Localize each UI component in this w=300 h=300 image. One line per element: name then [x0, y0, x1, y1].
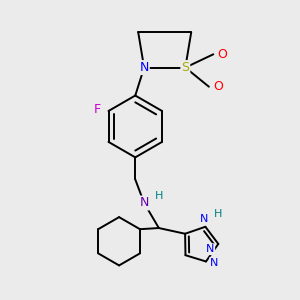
Text: H: H [214, 209, 222, 219]
Text: F: F [94, 103, 101, 116]
Text: N: N [200, 214, 208, 224]
Text: N: N [210, 258, 218, 268]
Text: O: O [213, 80, 223, 93]
Text: S: S [181, 61, 189, 74]
Text: N: N [206, 244, 214, 254]
Text: N: N [140, 61, 149, 74]
Text: H: H [155, 190, 164, 201]
Text: O: O [217, 48, 227, 61]
Text: N: N [140, 196, 149, 209]
